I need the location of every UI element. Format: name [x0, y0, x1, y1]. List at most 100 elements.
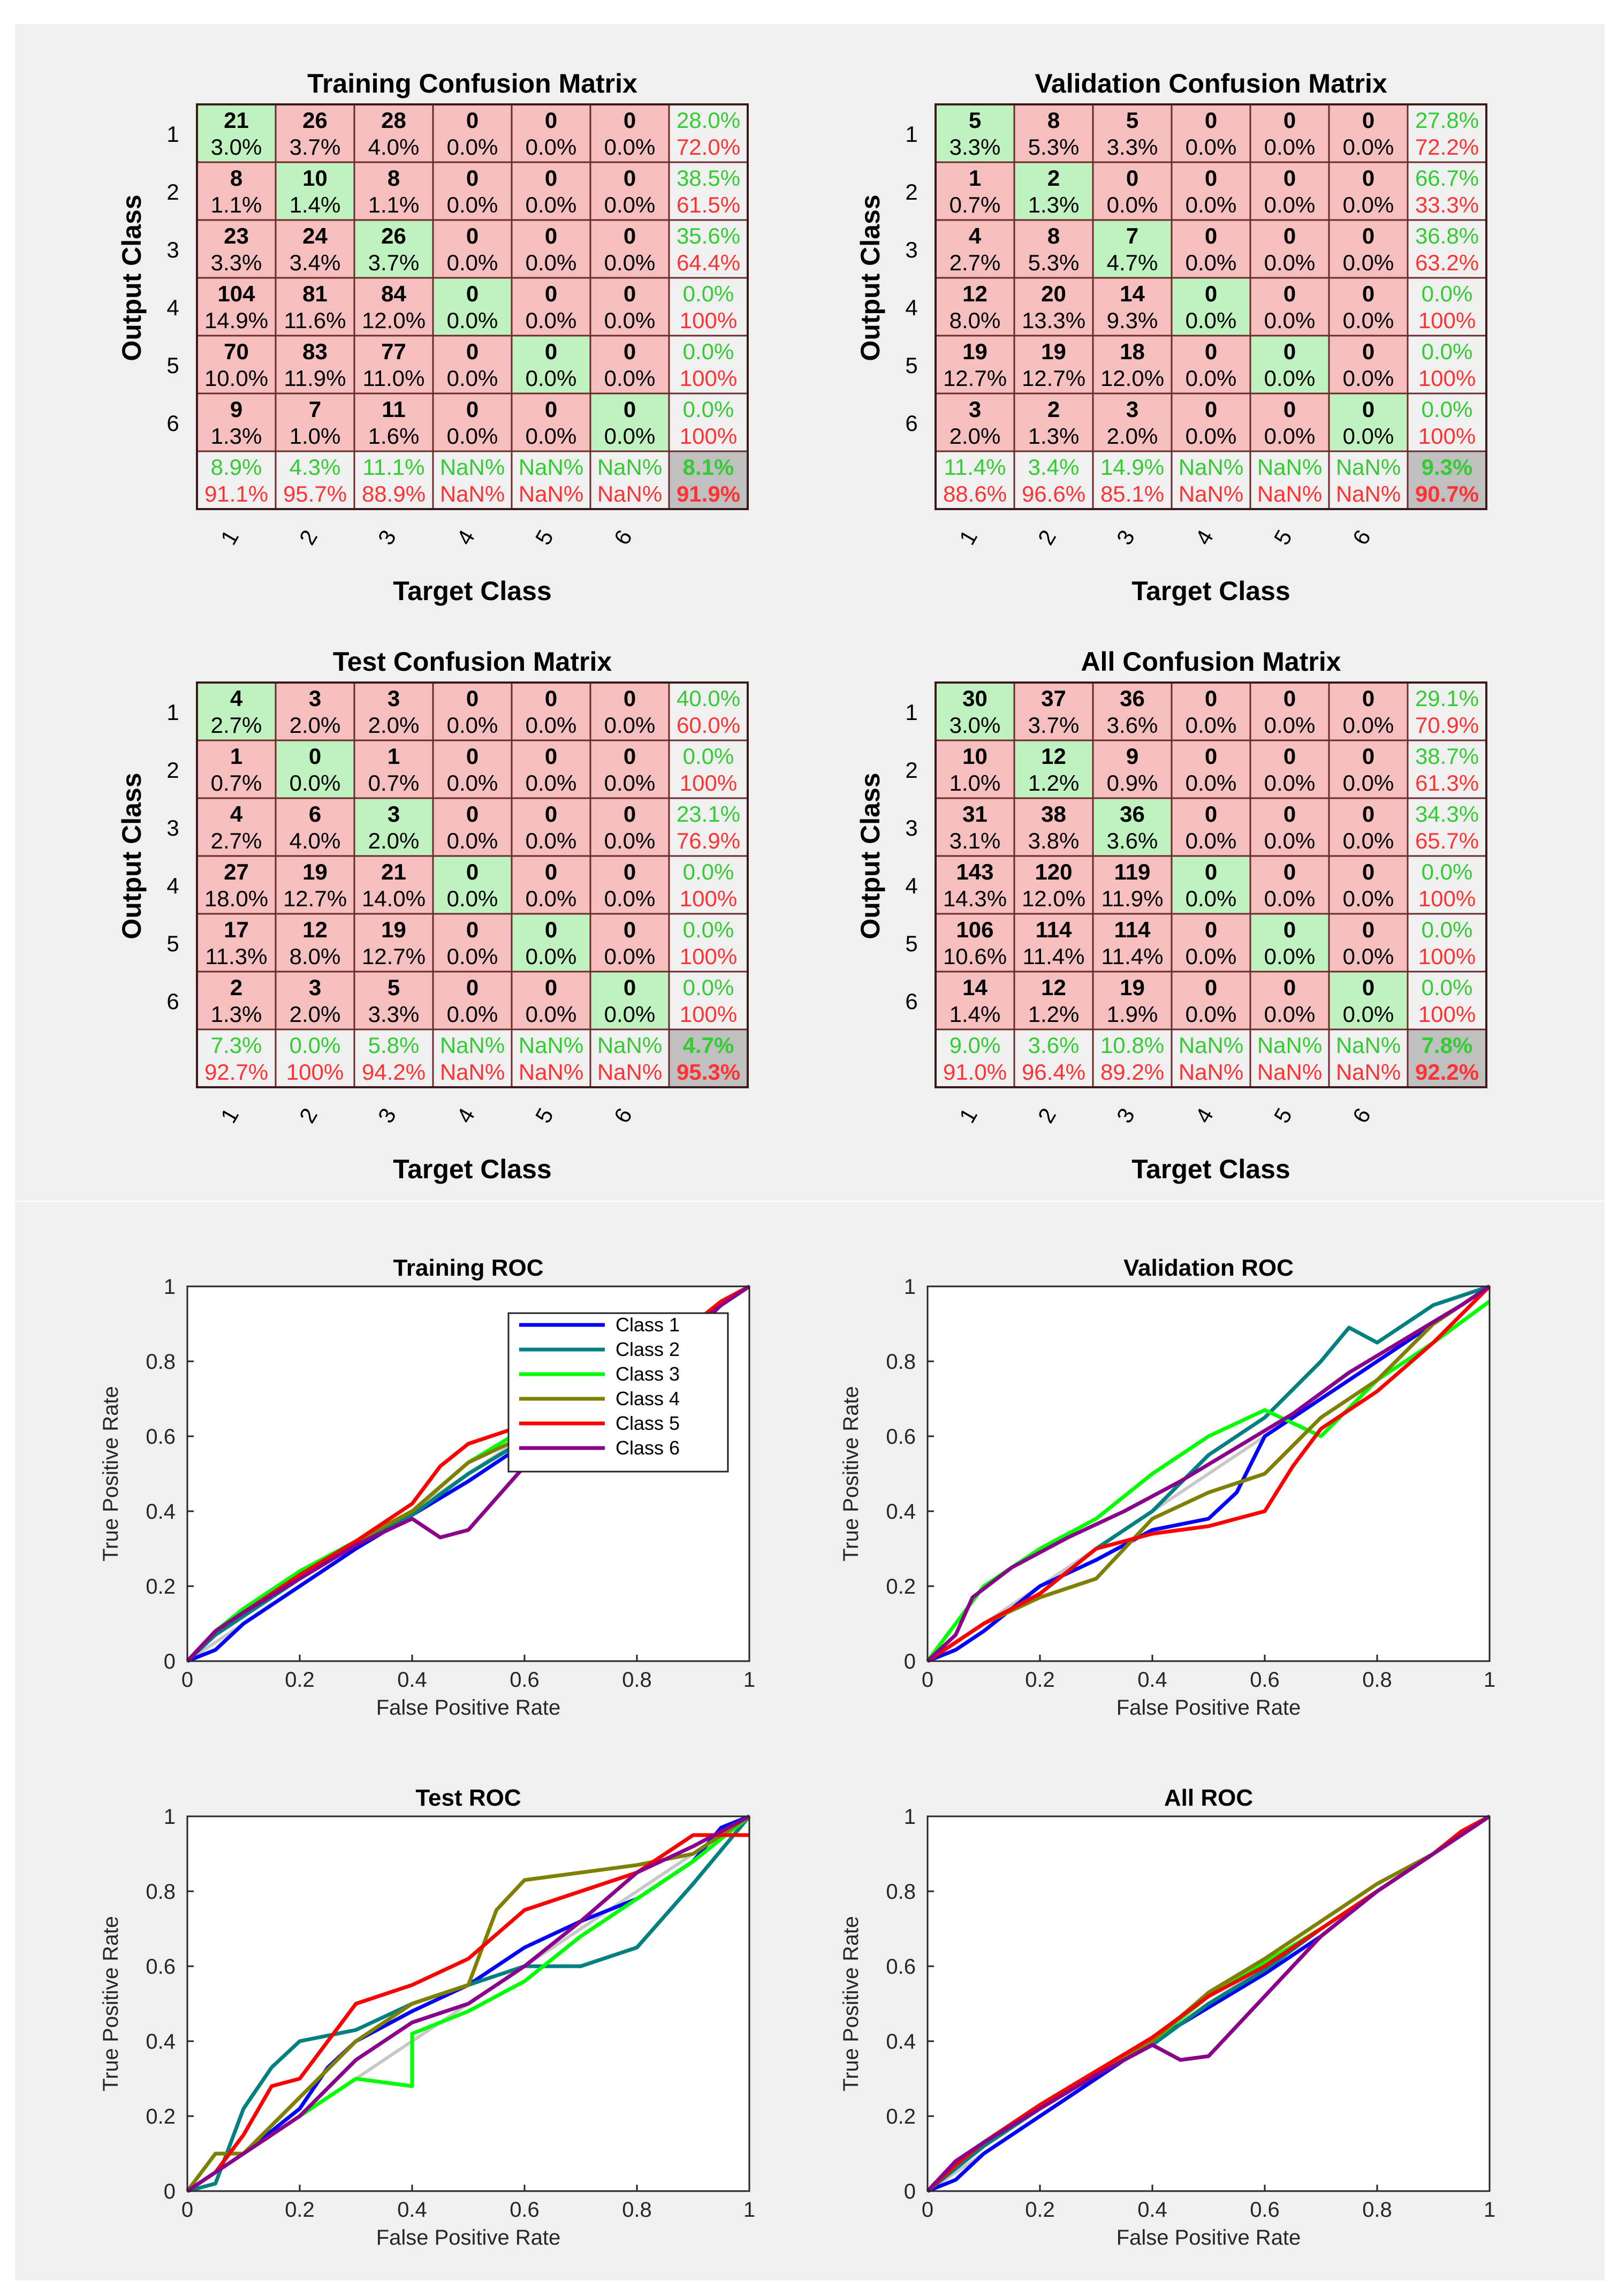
overall-correct: 8.1%: [683, 454, 734, 480]
cell-count: 7: [1126, 223, 1138, 248]
cell-percent: 10.0%: [204, 366, 268, 391]
cell-count: 12: [1041, 744, 1066, 769]
matrix-xlabel: Target Class: [393, 1154, 551, 1184]
col-summary-correct: NaN%: [1336, 454, 1401, 480]
axes-box: [186, 1285, 750, 1662]
matrix-cell: [1249, 855, 1330, 915]
roc-chart-0: Training ROC 0 0.2 0.4 0.6 0.8 1 0 0.2 0.4 0.6 0.8 1…: [99, 1255, 755, 1719]
cell-percent: 11.4%: [1023, 944, 1085, 969]
row-label: 5: [905, 931, 917, 956]
row-label: 1: [905, 122, 917, 147]
col-label: 6: [1348, 526, 1376, 549]
cell-percent: 5.3%: [1028, 134, 1080, 160]
cell-percent: 0.0%: [526, 944, 577, 969]
cell-count: 0: [545, 801, 557, 827]
cell-percent: 0.0%: [604, 886, 656, 911]
cell-count: 0: [1362, 165, 1374, 191]
matrix-ylabel: Output Class: [117, 194, 147, 361]
x-tick-label: 0.4: [1137, 2198, 1167, 2222]
confusion-matrix-3: All Confusion Matrix Output Class Target C…: [855, 647, 1487, 1184]
cell-count: 1: [230, 744, 242, 769]
row-summary-incorrect: 100%: [680, 1002, 737, 1027]
cell-count: 10: [962, 744, 987, 769]
matrix-cell: [353, 335, 434, 395]
cell-percent: 3.3%: [949, 134, 1001, 160]
row-summary-incorrect: 100%: [680, 886, 737, 911]
col-label: 3: [1112, 526, 1140, 549]
confusion-matrix-1: Validation Confusion Matrix Output Class T…: [855, 69, 1487, 606]
row-summary-incorrect: 100%: [1418, 366, 1476, 391]
col-summary-correct: NaN%: [597, 454, 662, 480]
cell-percent: 3.3%: [368, 1002, 420, 1027]
cell-percent: 0.0%: [604, 770, 656, 795]
matrix-border: [196, 103, 749, 510]
col-summary-correct: 14.9%: [1100, 454, 1164, 480]
col-summary-correct: NaN%: [1257, 1033, 1322, 1058]
roc-chart-1: Validation ROC 0 0.2 0.4 0.6 0.8 1 0 0.2 0.4 0.6 0.…: [839, 1255, 1495, 1719]
cell-percent: 3.0%: [211, 134, 262, 160]
cell-percent: 4.0%: [368, 134, 420, 160]
col-summary-cell: [1013, 450, 1094, 510]
matrix-cell: [1013, 681, 1094, 741]
cell-percent: 0.0%: [1264, 944, 1316, 969]
cell-count: 0: [545, 281, 557, 306]
cell-count: 2: [1047, 397, 1060, 422]
y-tick-label: 1: [164, 1805, 176, 1829]
cell-count: 120: [1035, 859, 1072, 884]
col-summary-cell: [275, 1028, 355, 1088]
cell-count: 0: [1205, 686, 1217, 711]
col-summary-correct: 11.1%: [363, 454, 425, 480]
x-tick-label: 1: [743, 2198, 755, 2222]
row-summary-correct: 0.0%: [683, 744, 734, 769]
row-summary-cell: [668, 797, 749, 857]
cell-count: 0: [466, 859, 478, 884]
overall-incorrect: 95.3%: [677, 1059, 740, 1085]
y-tick-label: 0.8: [146, 1350, 176, 1374]
matrix-cell: [1249, 971, 1330, 1030]
matrix-ylabel: Output Class: [855, 772, 885, 939]
matrix-cell: [353, 855, 434, 915]
cell-count: 28: [381, 108, 406, 133]
cell-percent: 0.7%: [211, 770, 262, 795]
x-tick-label: 0.8: [622, 1668, 652, 1692]
matrix-cell: [275, 277, 355, 337]
col-summary-incorrect: NaN%: [597, 481, 662, 506]
col-summary-incorrect: 89.2%: [1100, 1059, 1164, 1085]
x-tick-label: 0.8: [622, 2198, 652, 2222]
col-summary-incorrect: 88.6%: [943, 481, 1007, 506]
cell-percent: 0.0%: [604, 134, 656, 160]
roc-xlabel: False Positive Rate: [1116, 1696, 1301, 1719]
row-summary-incorrect: 100%: [1418, 423, 1476, 449]
cell-count: 0: [545, 339, 557, 364]
cell-count: 3: [1126, 397, 1138, 422]
cell-percent: 11.4%: [1102, 944, 1164, 969]
cell-percent: 0.0%: [1343, 134, 1394, 160]
cell-count: 2: [1047, 165, 1060, 191]
col-summary-incorrect: 92.7%: [204, 1059, 268, 1085]
cell-percent: 0.0%: [1264, 308, 1316, 333]
cell-count: 0: [1362, 801, 1374, 827]
matrix-cell: [511, 161, 591, 221]
roc-ylabel: True Positive Rate: [839, 1916, 863, 2092]
col-summary-correct: 3.6%: [1028, 1033, 1080, 1058]
col-summary-correct: NaN%: [1179, 1033, 1243, 1058]
row-summary-cell: [1407, 855, 1487, 915]
cell-count: 9: [1126, 744, 1138, 769]
cell-count: 0: [1362, 339, 1374, 364]
cell-percent: 0.0%: [1343, 1002, 1394, 1027]
cell-count: 106: [956, 917, 993, 942]
col-summary-incorrect: NaN%: [1179, 481, 1243, 506]
cell-percent: 0.0%: [1186, 770, 1237, 795]
row-label: 6: [905, 411, 917, 436]
matrix-cell: [1249, 219, 1330, 279]
roc-title: Validation ROC: [1123, 1255, 1294, 1281]
col-label: 4: [1190, 1104, 1218, 1127]
x-tick-label: 0.2: [1025, 1668, 1055, 1692]
cell-percent: 0.9%: [1107, 770, 1158, 795]
row-summary-correct: 36.8%: [1415, 223, 1479, 248]
cell-percent: 0.0%: [526, 1002, 577, 1027]
cell-percent: 0.0%: [1264, 1002, 1316, 1027]
col-summary-incorrect: NaN%: [1257, 481, 1322, 506]
matrix-cell: [935, 335, 1015, 395]
col-summary-incorrect: NaN%: [597, 1059, 662, 1085]
